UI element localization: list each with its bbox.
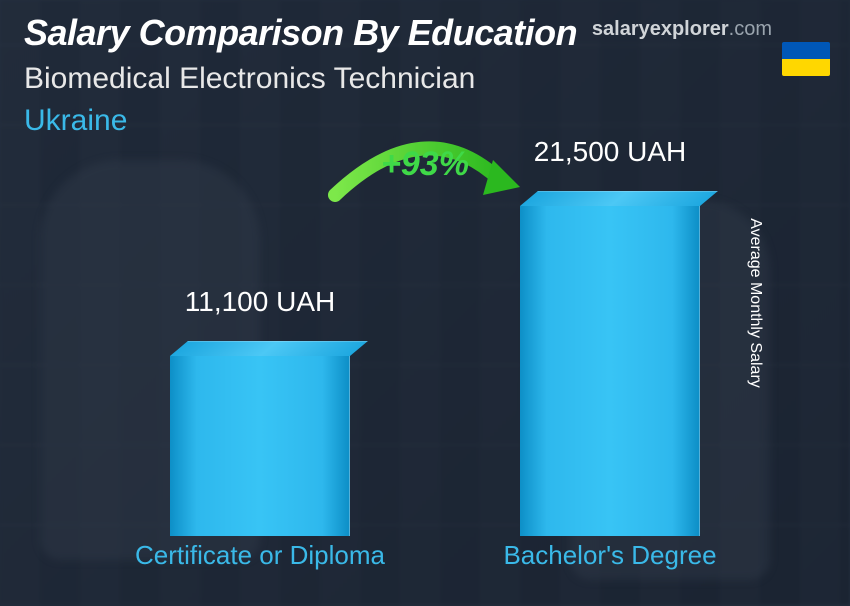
increase-label: +93%	[381, 145, 469, 184]
bar-label-certificate: Certificate or Diploma	[120, 540, 400, 571]
page-title: Salary Comparison By Education	[24, 12, 577, 54]
watermark-text: salaryexplorer.com	[592, 18, 772, 41]
bar-3d-bachelor	[520, 176, 700, 536]
flag-icon	[782, 42, 830, 76]
bar-certificate: 11,100 UAH	[160, 286, 360, 536]
bar-front-face	[520, 206, 700, 536]
watermark-suffix: .com	[729, 18, 772, 40]
flag-bottom	[782, 59, 830, 76]
bar-value-certificate: 11,100 UAH	[160, 286, 360, 318]
watermark-main: salaryexplorer	[592, 18, 729, 40]
flag-top	[782, 42, 830, 59]
bar-top-face	[520, 191, 718, 206]
bar-label-bachelor: Bachelor's Degree	[470, 540, 750, 571]
content-layer: Salary Comparison By Education Biomedica…	[0, 0, 850, 606]
country-label: Ukraine	[24, 104, 127, 138]
bar-bachelor: 21,500 UAH	[510, 136, 710, 536]
bar-front-face	[170, 356, 350, 536]
bar-3d-certificate	[170, 326, 350, 536]
bar-top-face	[170, 341, 368, 356]
bar-value-bachelor: 21,500 UAH	[510, 136, 710, 168]
page-subtitle: Biomedical Electronics Technician	[24, 62, 475, 96]
